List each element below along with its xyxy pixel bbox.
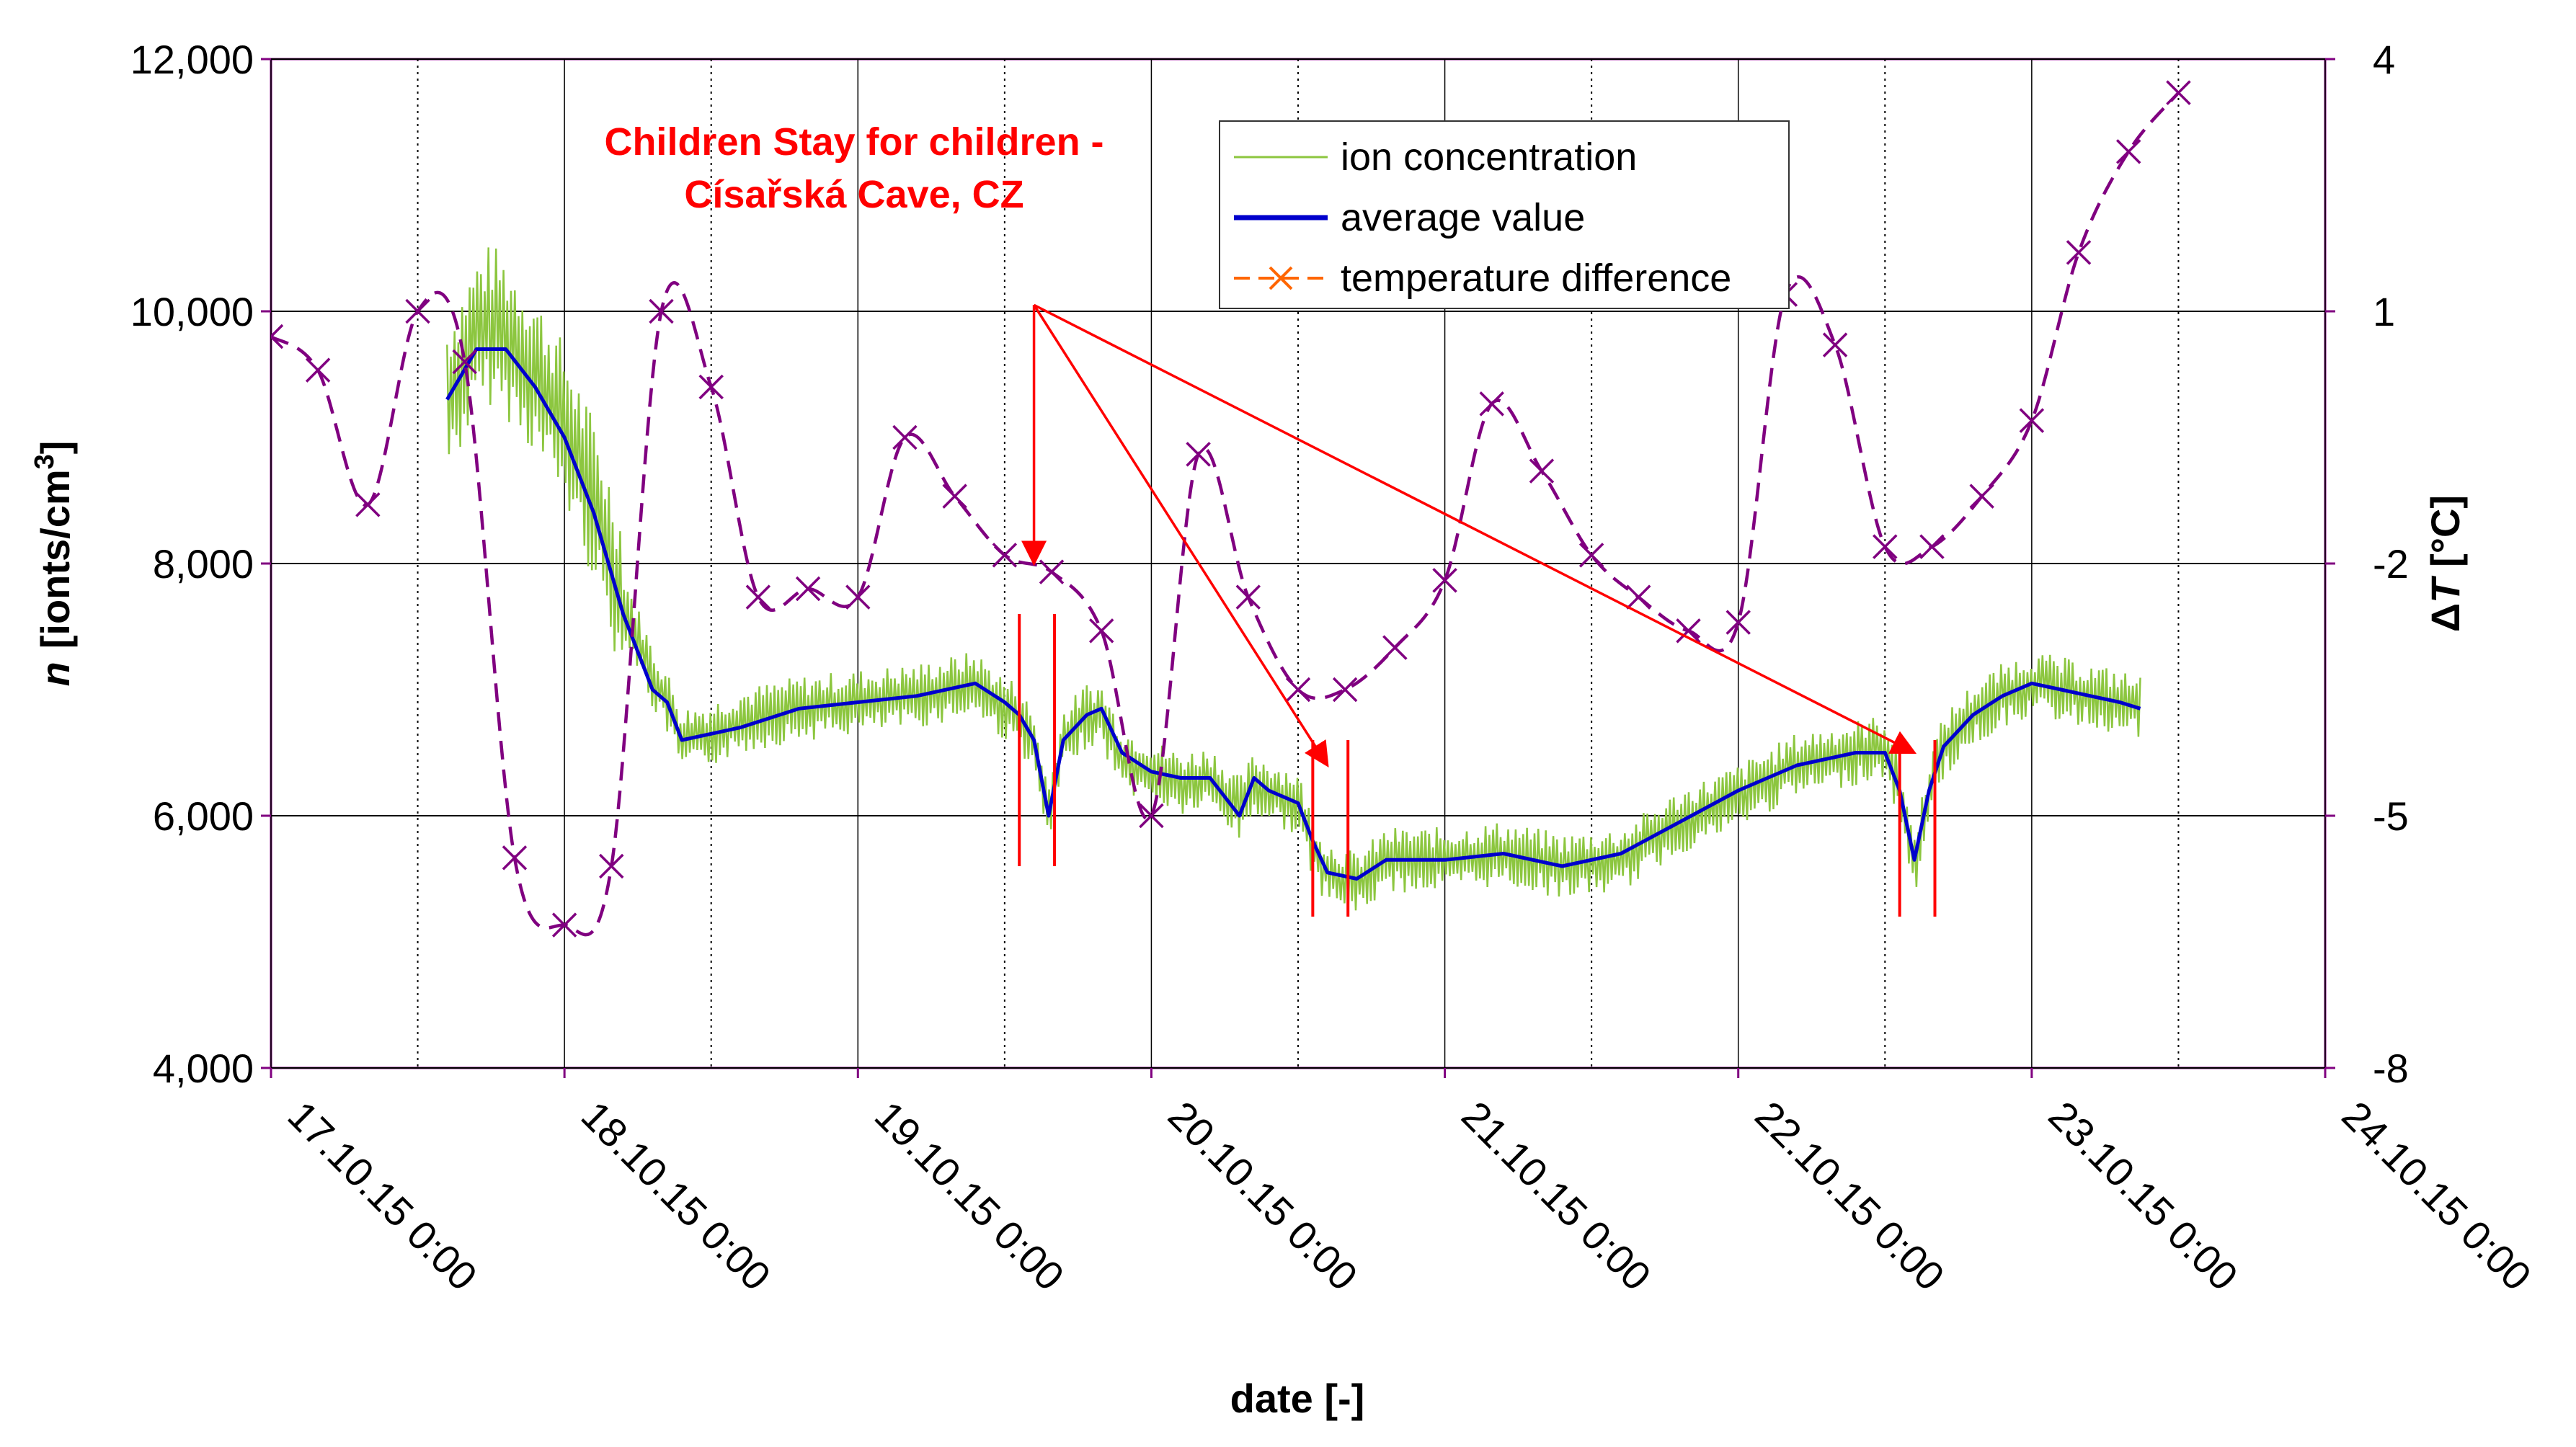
temperature-point-marker [1186,442,1211,467]
x-tick-label: 21.10.15 0:00 [1453,1092,1660,1299]
y-right-title-delta: Δ [2422,603,2468,632]
legend-label-ion: ion concentration [1341,135,1637,179]
legend: ion concentration average value temperat… [1219,120,1790,309]
temperature-point-marker [1873,534,1898,559]
temperature-point-marker [1676,618,1701,644]
y-left-title-var: n [32,662,78,686]
temperature-point-marker [305,357,331,383]
y-right-axis-title: ΔT [°C] [2422,495,2468,632]
y-left-axis-title: n [ionts/cm3] [30,441,78,687]
temperature-point-marker [1139,803,1164,829]
temperature-point-marker [1969,484,1994,509]
series-average-value [445,347,2141,881]
legend-swatch-temperature-x [1269,266,1293,290]
temperature-point-marker [2019,408,2045,433]
y-left-tick-label: 8,000 [153,541,254,587]
y-left-title-sup: 3 [30,454,60,469]
annotation-title-line-1: Children Stay for children - [604,120,1103,164]
x-axis-title: date [-] [1230,1376,1365,1421]
svg-text:ΔT [°C]: ΔT [°C] [2422,495,2468,632]
x-tick-label: 23.10.15 0:00 [2040,1092,2247,1299]
temperature-point-marker [1432,568,1457,593]
y-right-tick-label: -8 [2373,1046,2409,1091]
temperature-point-marker [2166,80,2191,105]
temperature-point-marker [992,543,1018,568]
temperature-point-marker [2066,240,2092,265]
temperature-point-marker [1529,458,1555,484]
temperature-point-marker [795,576,821,602]
y-left-tick-label: 12,000 [130,37,254,82]
y-left-tick-label: 10,000 [130,289,254,334]
temperature-point-marker [599,853,624,879]
temperature-point-marker [1822,332,1848,357]
x-tick-label: 24.10.15 0:00 [2334,1092,2541,1299]
temperature-point-marker [1382,635,1408,660]
svg-text:n[ionts/cm3]: n [ionts/cm3] [30,441,78,687]
temperature-point-marker [1332,677,1358,703]
y-left-tick-label: 4,000 [153,1046,254,1091]
y-right-title-var: T [2422,575,2468,603]
temperature-point-marker [1285,677,1311,703]
y-left-title-close: ] [32,441,78,455]
series-temperature-difference [271,92,2180,937]
x-tick-label: 17.10.15 0:00 [280,1092,487,1299]
temperature-point-marker [1578,543,1604,568]
temperature-point-marker [405,298,430,324]
legend-label-average: average value [1341,196,1585,239]
legend-label-temperature: temperature difference [1341,257,1731,300]
x-tick-label: 18.10.15 0:00 [573,1092,780,1299]
x-tick-label: 19.10.15 0:00 [866,1092,1073,1299]
temperature-point-marker [1235,584,1261,610]
y-right-tick-label: -5 [2373,793,2409,839]
y-left-title-unit: [ionts/cm [32,469,78,649]
annotation-arrow [1033,304,1329,767]
y-right-title-unit: [°C] [2422,495,2468,579]
y-right-tick-label: 1 [2373,289,2395,334]
temperature-point-marker [1626,584,1651,610]
temperature-point-marker [698,374,724,400]
temperature-point-marker [942,484,967,509]
annotation-arrows [1021,303,1917,767]
annotation-arrow [1033,303,1917,754]
temperature-point-marker [355,492,381,517]
series-layer [271,80,2191,938]
temperature-point-marker [502,845,528,871]
temperature-point-marker [892,424,918,450]
temperature-point-marker [2115,139,2141,164]
temperature-point-marker [1919,534,1945,559]
temperature-point-marker [452,349,477,375]
annotation-title-line-2: Císařská Cave, CZ [684,173,1023,216]
x-tick-label: 22.10.15 0:00 [1746,1092,1953,1299]
x-tick-label: 20.10.15 0:00 [1160,1092,1367,1299]
temperature-point-marker [1088,618,1114,644]
y-right-tick-label: -2 [2373,541,2409,587]
temperature-point-marker [271,324,284,349]
temperature-point-marker [1726,610,1751,635]
y-left-tick-label: 6,000 [153,793,254,839]
series-ion-concentration [446,247,2141,911]
temperature-point-marker [551,912,577,938]
event-markers [1018,614,1937,917]
temperature-point-marker [649,298,674,324]
temperature-point-marker [1479,391,1504,417]
temperature-point-marker [845,584,871,610]
y-right-tick-label: 4 [2373,37,2395,82]
temperature-point-marker [745,584,771,610]
